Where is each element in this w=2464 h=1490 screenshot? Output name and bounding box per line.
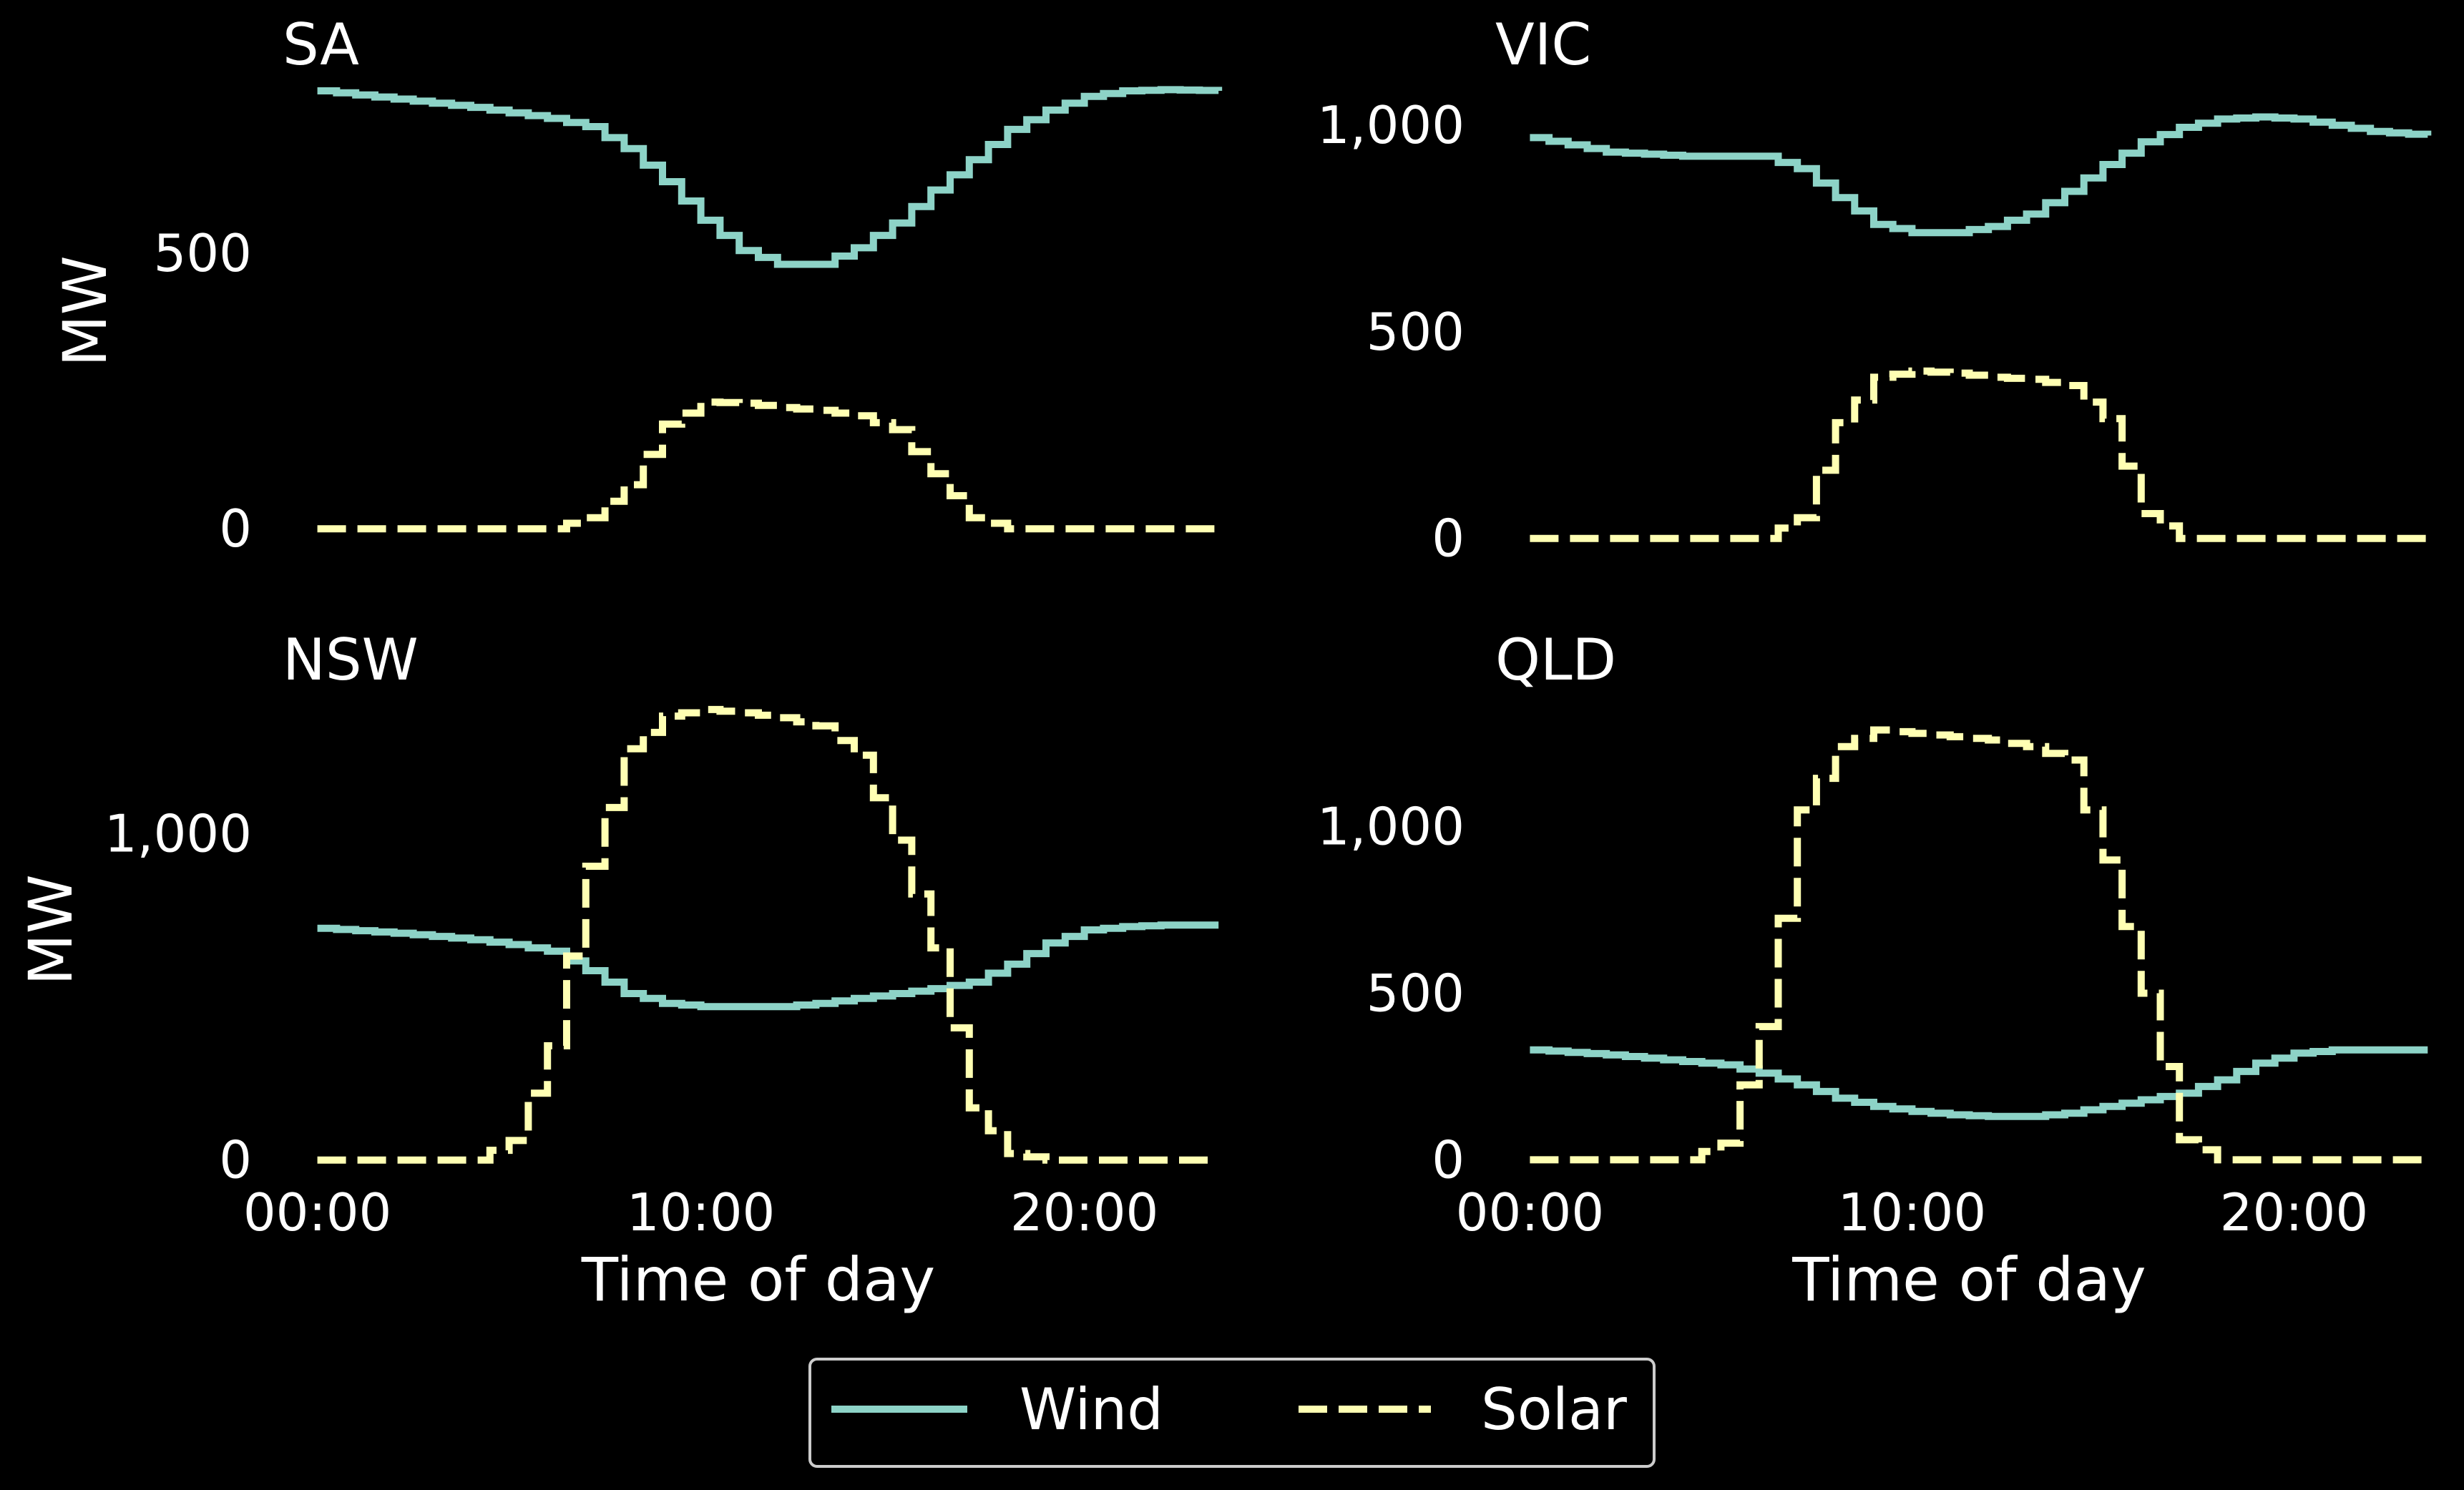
- x-tick-label: 10:00: [1838, 1182, 1987, 1243]
- x-tick-label: 00:00: [1456, 1182, 1605, 1243]
- panel-title: SA: [283, 11, 359, 78]
- y-tick-label: 1,000: [104, 803, 252, 863]
- x-tick-label: 20:00: [1010, 1182, 1159, 1243]
- y-axis-label: MW: [50, 255, 120, 367]
- x-axis-label: Time of day: [1791, 1245, 2146, 1315]
- y-tick-label: 1,000: [1317, 95, 1465, 155]
- panel-qld: QLD 0 500 1,000 00:00 10:00 20:00 Time of day: [1317, 627, 2428, 1315]
- y-tick-label: 500: [1367, 963, 1465, 1023]
- y-axis-label: MW: [16, 874, 86, 986]
- panel-sa: SA 0 500 MW: [50, 11, 1223, 559]
- y-tick-label: 0: [1432, 1129, 1465, 1190]
- panel-vic: VIC 0 500 1,000: [1317, 11, 2432, 569]
- wind-series-line: [317, 921, 1219, 1011]
- y-tick-label: 1,000: [1317, 797, 1465, 857]
- legend-wind-label: Wind: [1020, 1376, 1163, 1443]
- x-tick-label: 00:00: [243, 1182, 392, 1243]
- y-tick-label: 0: [219, 1130, 252, 1190]
- wind-series-line: [1530, 1046, 2428, 1120]
- solar-series-line: [317, 705, 1219, 1164]
- wind-series-line: [1530, 113, 2432, 237]
- panels: SA 0 500 MW VIC 0 500 1,000 NSW 0 1,000 00:00 10:00 2…: [16, 11, 2432, 1315]
- wind-series-line: [317, 86, 1223, 268]
- x-tick-label: 20:00: [2220, 1182, 2369, 1243]
- panel-nsw: NSW 0 1,000 00:00 10:00 20:00 MW Time of day: [16, 627, 1219, 1315]
- y-tick-label: 500: [1367, 302, 1465, 362]
- solar-series-line: [1530, 726, 2428, 1164]
- y-tick-label: 0: [219, 499, 252, 559]
- solar-series-line: [1530, 367, 2428, 542]
- panel-title: VIC: [1495, 11, 1591, 78]
- legend-frame: [808, 1358, 1656, 1468]
- legend-solar-label: Solar: [1481, 1376, 1627, 1443]
- y-tick-label: 500: [154, 223, 252, 283]
- legend: Wind Solar: [808, 1358, 1656, 1468]
- solar-series-line: [317, 398, 1219, 533]
- x-axis-label: Time of day: [581, 1245, 935, 1315]
- panel-title: NSW: [283, 627, 419, 693]
- panel-title: QLD: [1495, 627, 1616, 693]
- x-tick-label: 10:00: [627, 1182, 776, 1243]
- y-tick-label: 0: [1432, 509, 1465, 569]
